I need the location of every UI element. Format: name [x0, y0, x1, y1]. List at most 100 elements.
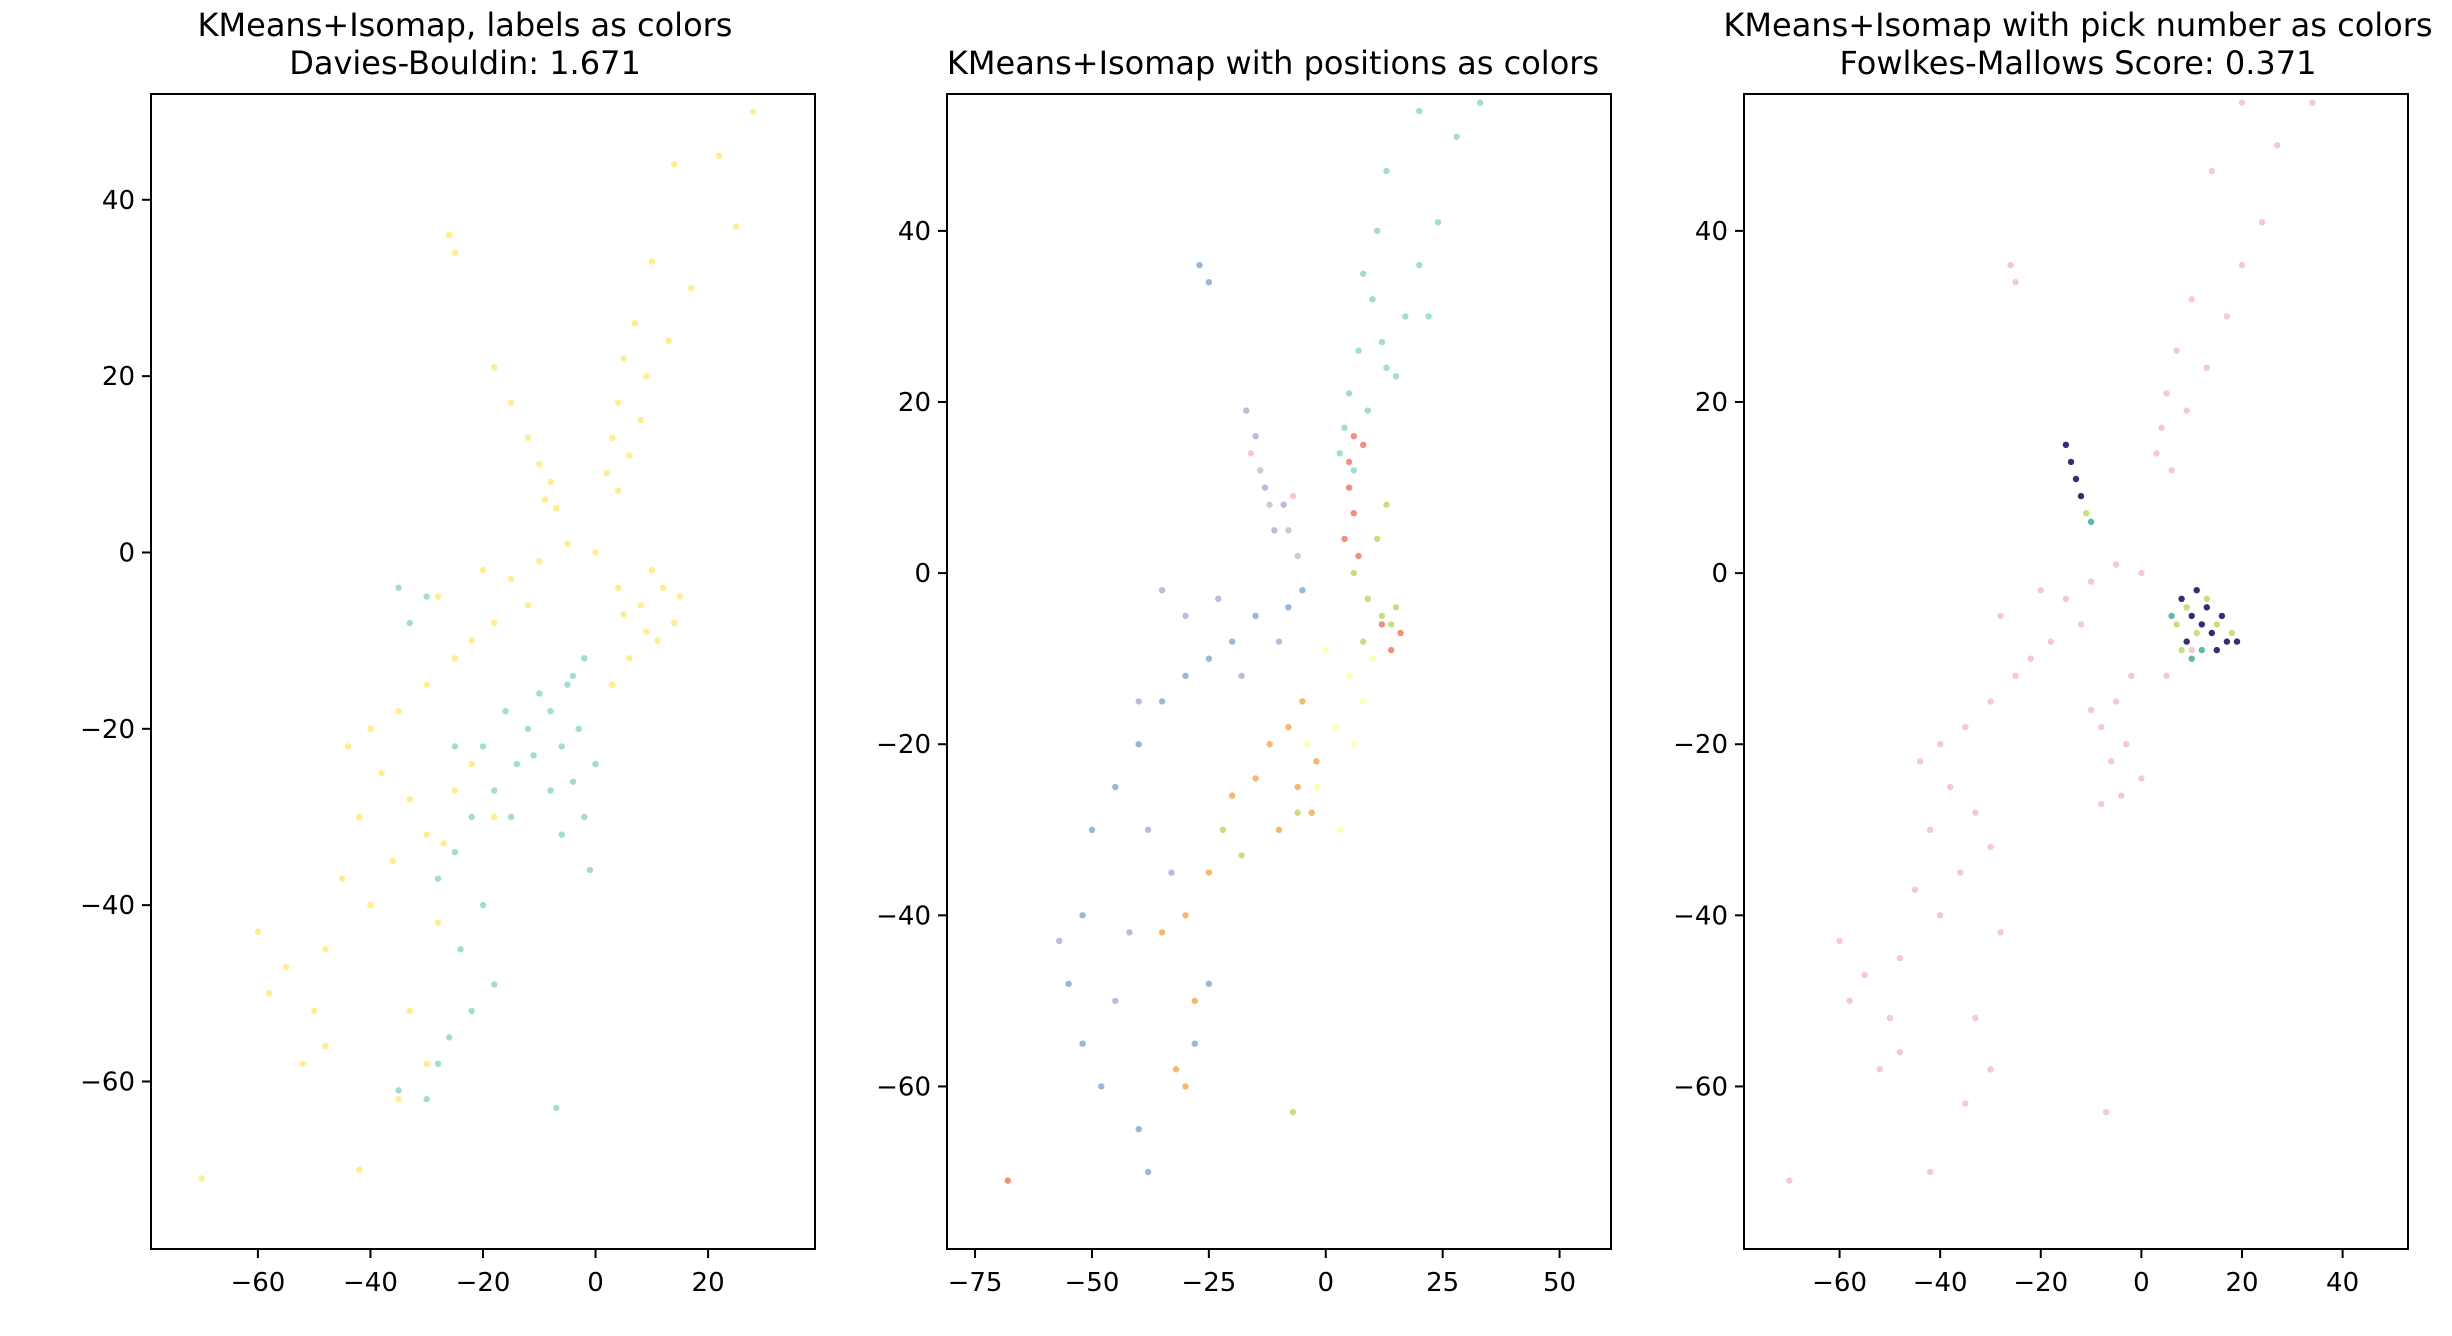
panel-3-point-s0-13 [2153, 450, 2160, 457]
panel-3-point-s0-32 [1972, 809, 1979, 816]
panel-3-point-s0-22 [2077, 621, 2085, 628]
panel-3-point-s0-18 [2113, 561, 2120, 568]
panel-3-point-s0-58 [2118, 792, 2125, 799]
panel-3-point-s3-3 [2168, 612, 2175, 620]
panel-2-point-s5-9 [1112, 997, 1119, 1005]
panel-2-point-s4-9 [1065, 980, 1072, 987]
panel-2-point-s3-7 [1275, 826, 1283, 833]
panel-2-point-s4-15 [1205, 980, 1213, 987]
panel-3-point-s0-19 [2087, 578, 2095, 585]
panel-1-point-s0-17 [547, 478, 554, 486]
panel-1-point-s0-16 [536, 461, 543, 468]
panel-1-point-s0-63 [322, 1043, 329, 1050]
panel-3-point-s0-38 [1997, 929, 2004, 936]
panel-3-point-s0-41 [1886, 1014, 1894, 1022]
panel-1-point-s0-1 [716, 152, 723, 159]
panel-3-point-s2-3 [2193, 629, 2200, 637]
panel-1-point-s1-2 [547, 708, 554, 715]
panel-2-point-s4-6 [1112, 783, 1119, 791]
panel-2-point-s7-3 [1257, 467, 1264, 474]
panel-3-point-s0-48 [1962, 1100, 1969, 1107]
panel-2-point-s0-16 [1392, 373, 1400, 380]
panel-3-axes-frame [1743, 93, 2409, 1250]
panel-1-point-s0-43 [468, 637, 475, 644]
panel-2-point-s4-14 [1191, 1040, 1199, 1047]
panel-1-point-s0-34 [609, 681, 616, 688]
panel-2-point-s8-1 [1247, 450, 1255, 457]
panel-2-point-s0-13 [1336, 450, 1344, 457]
panel-3-point-s0-15 [2007, 261, 2014, 269]
panel-3-y-tick-label-0: −60 [1673, 1072, 1728, 1102]
panel-1-point-s0-55 [339, 875, 346, 882]
panel-3-point-s0-7 [2223, 313, 2231, 320]
panel-2-point-s3-12 [1191, 997, 1199, 1005]
panel-2-point-s4-19 [1299, 587, 1306, 594]
panel-3-point-s0-8 [2173, 347, 2180, 354]
panel-1-point-s0-13 [626, 452, 633, 459]
panel-1-point-s1-25 [423, 1095, 430, 1103]
panel-2-point-s0-2 [1453, 133, 1460, 140]
panel-3-point-s0-57 [2138, 775, 2145, 782]
panel-1-point-s0-71 [468, 760, 475, 768]
panel-2-point-s3-3 [1266, 741, 1273, 748]
panel-2-y-tick-label-1: −40 [876, 901, 931, 931]
panel-1-point-s1-17 [468, 813, 475, 821]
panel-3-point-s0-43 [1876, 1066, 1884, 1073]
panel-1-point-s0-27 [676, 593, 684, 600]
panel-1-point-s1-0 [581, 655, 588, 662]
panel-1-point-s1-12 [581, 813, 588, 821]
panel-3-point-s2-2 [2183, 604, 2190, 611]
panel-3-point-s0-23 [2047, 638, 2054, 645]
panel-3-point-s0-52 [2113, 698, 2120, 705]
panel-2-point-s0-4 [1434, 219, 1442, 226]
panel-2-point-s6-2 [1331, 723, 1339, 731]
panel-2-point-s0-19 [1374, 227, 1381, 235]
panel-1-point-s1-14 [586, 866, 594, 874]
panel-1-point-s1-10 [513, 760, 520, 768]
panel-2-point-s1-3 [1355, 552, 1362, 560]
panel-3-y-tick-label-3: 0 [1711, 559, 1728, 589]
panel-2-point-s1-9 [1378, 621, 1386, 628]
panel-3-point-s2-5 [2178, 646, 2185, 654]
panel-3-point-s1-0 [2062, 441, 2070, 448]
panel-2-point-s0-11 [1364, 407, 1372, 414]
panel-1-point-s0-14 [603, 469, 610, 477]
panel-1-point-s1-33 [569, 672, 577, 680]
panel-3-point-s3-2 [2198, 646, 2205, 654]
panel-3-point-s0-37 [1937, 912, 1944, 919]
panel-3-x-tick-label-0: −60 [1812, 1268, 1867, 1298]
panel-1-point-s0-19 [507, 399, 515, 406]
panel-2-point-s0-0 [1476, 99, 1484, 106]
panel-2-point-s0-14 [1350, 467, 1358, 474]
panel-3-point-s0-34 [1987, 843, 1994, 851]
panel-1-point-s0-52 [356, 813, 363, 821]
panel-3-point-s0-61 [2163, 672, 2170, 679]
panel-2-y-tick-label-4: 20 [898, 388, 931, 418]
panel-3-y-tick-label-1: −40 [1673, 901, 1728, 931]
panel-3-point-s2-0 [2082, 510, 2090, 517]
panel-1-point-s0-20 [491, 364, 498, 371]
panel-1-point-s0-72 [491, 813, 498, 821]
panel-2-point-s0-18 [1360, 270, 1367, 277]
panel-2-x-tick-label-2: −25 [1181, 1268, 1236, 1298]
panel-1-point-s1-31 [406, 619, 413, 627]
panel-1-point-s0-23 [446, 231, 453, 239]
panel-3-point-s1-2 [2072, 475, 2080, 483]
panel-2-point-s5-7 [1168, 869, 1175, 876]
panel-1-y-tick-label-1: −40 [80, 891, 135, 921]
panel-2-point-s2-6 [1392, 604, 1400, 611]
panel-2-point-s2-11 [1294, 809, 1301, 816]
panel-1-point-s1-5 [536, 690, 543, 697]
panel-1-point-s0-59 [282, 963, 290, 971]
panel-1-point-s0-12 [609, 434, 616, 442]
panel-1-point-s0-4 [648, 258, 655, 265]
panel-2-point-s5-8 [1126, 929, 1133, 936]
panel-3-points [1786, 99, 2316, 1184]
panel-3-point-s0-31 [1947, 783, 1954, 791]
panel-1-point-s1-13 [558, 831, 565, 838]
panel-1-point-s0-49 [344, 743, 352, 750]
panel-3-point-s0-26 [2012, 672, 2019, 679]
panel-3-point-s0-40 [1861, 972, 1868, 979]
panel-3-point-s0-50 [1786, 1177, 1793, 1184]
